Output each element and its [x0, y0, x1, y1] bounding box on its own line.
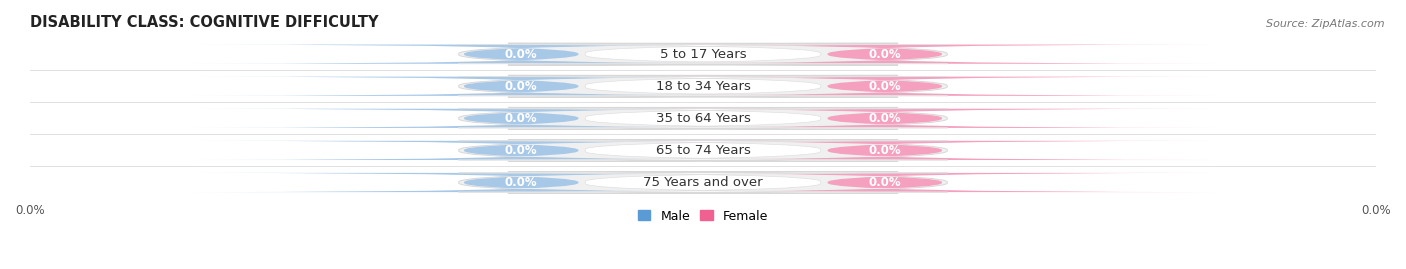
Text: 5 to 17 Years: 5 to 17 Years: [659, 48, 747, 61]
FancyBboxPatch shape: [555, 109, 1215, 128]
FancyBboxPatch shape: [458, 43, 948, 65]
Text: 0.0%: 0.0%: [869, 144, 901, 157]
FancyBboxPatch shape: [458, 107, 948, 129]
FancyBboxPatch shape: [555, 45, 1215, 64]
Text: 0.0%: 0.0%: [505, 80, 537, 93]
FancyBboxPatch shape: [555, 141, 1215, 160]
Text: DISABILITY CLASS: COGNITIVE DIFFICULTY: DISABILITY CLASS: COGNITIVE DIFFICULTY: [30, 15, 378, 30]
FancyBboxPatch shape: [458, 141, 948, 160]
Text: 75 Years and over: 75 Years and over: [643, 176, 763, 189]
Text: 18 to 34 Years: 18 to 34 Years: [655, 80, 751, 93]
Text: 65 to 74 Years: 65 to 74 Years: [655, 144, 751, 157]
Text: 0.0%: 0.0%: [505, 112, 537, 125]
FancyBboxPatch shape: [458, 109, 948, 128]
FancyBboxPatch shape: [191, 45, 851, 64]
Text: 0.0%: 0.0%: [869, 48, 901, 61]
FancyBboxPatch shape: [458, 140, 948, 161]
FancyBboxPatch shape: [458, 75, 948, 97]
FancyBboxPatch shape: [191, 141, 851, 160]
Text: Source: ZipAtlas.com: Source: ZipAtlas.com: [1267, 19, 1385, 29]
FancyBboxPatch shape: [555, 77, 1215, 96]
Text: 0.0%: 0.0%: [869, 176, 901, 189]
FancyBboxPatch shape: [458, 77, 948, 96]
FancyBboxPatch shape: [191, 173, 851, 192]
FancyBboxPatch shape: [458, 173, 948, 192]
Text: 0.0%: 0.0%: [505, 144, 537, 157]
FancyBboxPatch shape: [458, 45, 948, 64]
FancyBboxPatch shape: [555, 173, 1215, 192]
Text: 0.0%: 0.0%: [505, 176, 537, 189]
Text: 0.0%: 0.0%: [869, 112, 901, 125]
Legend: Male, Female: Male, Female: [633, 205, 773, 228]
Text: 35 to 64 Years: 35 to 64 Years: [655, 112, 751, 125]
FancyBboxPatch shape: [191, 109, 851, 128]
FancyBboxPatch shape: [458, 172, 948, 193]
Text: 0.0%: 0.0%: [505, 48, 537, 61]
FancyBboxPatch shape: [191, 77, 851, 96]
Text: 0.0%: 0.0%: [869, 80, 901, 93]
